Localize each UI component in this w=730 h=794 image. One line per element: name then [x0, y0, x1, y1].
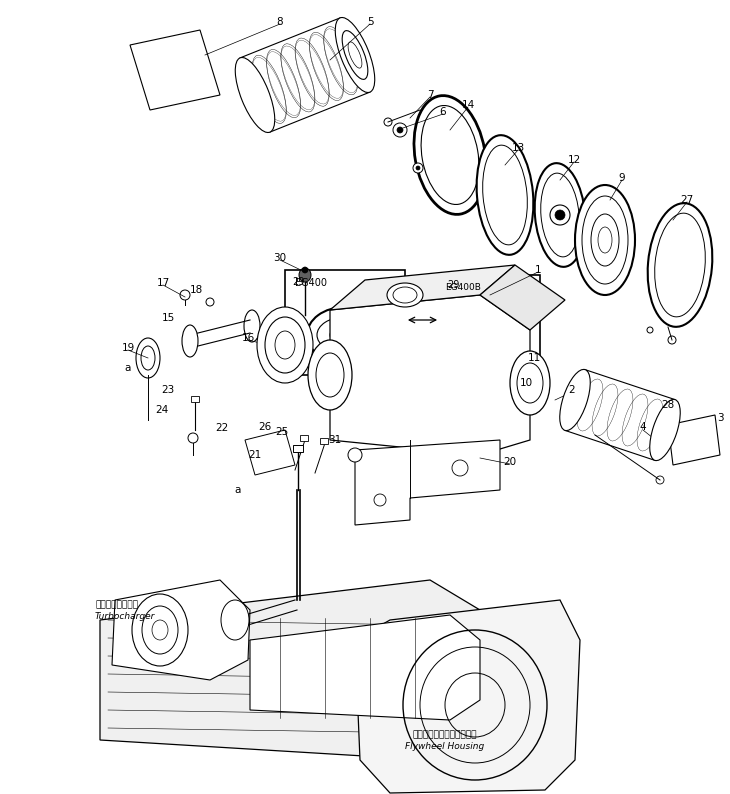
Bar: [293, 445, 303, 452]
Polygon shape: [330, 265, 515, 310]
Text: a: a: [235, 485, 241, 495]
Polygon shape: [355, 440, 500, 525]
Polygon shape: [100, 580, 480, 760]
Text: 20: 20: [504, 457, 517, 467]
Polygon shape: [250, 615, 480, 720]
Circle shape: [550, 205, 570, 225]
Circle shape: [653, 437, 663, 447]
Text: 3: 3: [717, 413, 723, 423]
Text: 25: 25: [275, 427, 288, 437]
Ellipse shape: [560, 369, 591, 430]
Ellipse shape: [307, 307, 383, 363]
Circle shape: [509, 384, 521, 396]
Text: 22: 22: [215, 423, 228, 433]
Polygon shape: [668, 415, 720, 465]
Bar: [191, 396, 199, 402]
Bar: [285, 270, 405, 375]
Text: EG400: EG400: [295, 278, 327, 288]
Bar: [300, 435, 308, 441]
Text: 18: 18: [189, 285, 203, 295]
Text: 27: 27: [680, 195, 694, 205]
Text: 29: 29: [447, 280, 459, 290]
Text: 13: 13: [512, 143, 525, 153]
Text: 8: 8: [277, 17, 283, 27]
Text: 9: 9: [619, 173, 626, 183]
Circle shape: [516, 368, 520, 372]
Text: a: a: [125, 363, 131, 373]
Text: 12: 12: [567, 155, 580, 165]
Circle shape: [180, 290, 190, 300]
Text: 26: 26: [258, 422, 272, 432]
Text: 6: 6: [439, 107, 446, 117]
Ellipse shape: [221, 600, 249, 640]
Ellipse shape: [481, 321, 499, 335]
Ellipse shape: [598, 227, 612, 253]
Text: 11: 11: [527, 353, 541, 363]
Circle shape: [514, 366, 522, 374]
Ellipse shape: [335, 17, 374, 93]
Circle shape: [416, 166, 420, 170]
Ellipse shape: [152, 620, 168, 640]
Text: 10: 10: [520, 378, 533, 388]
Ellipse shape: [464, 308, 516, 348]
Polygon shape: [355, 600, 580, 793]
Text: 30: 30: [274, 253, 287, 263]
Ellipse shape: [510, 351, 550, 415]
Ellipse shape: [132, 594, 188, 666]
Bar: [320, 438, 328, 444]
Ellipse shape: [235, 57, 274, 133]
Ellipse shape: [477, 135, 534, 255]
Bar: [440, 275, 540, 365]
Ellipse shape: [136, 338, 160, 378]
Text: Turbocharger: Turbocharger: [95, 612, 155, 621]
Circle shape: [393, 123, 407, 137]
Text: 23: 23: [161, 385, 174, 395]
Text: 28: 28: [661, 400, 675, 410]
Circle shape: [413, 163, 423, 173]
Ellipse shape: [299, 268, 311, 282]
Text: EG400B: EG400B: [445, 283, 481, 292]
Polygon shape: [330, 295, 530, 455]
Text: 17: 17: [156, 278, 169, 288]
Text: 21: 21: [248, 450, 261, 460]
Text: 16: 16: [242, 333, 255, 343]
Text: 4: 4: [639, 422, 646, 432]
Text: Flywheel Housing: Flywheel Housing: [405, 742, 485, 751]
Text: ターボチャージャ: ターボチャージャ: [95, 600, 138, 609]
Text: 15: 15: [161, 313, 174, 323]
Text: 14: 14: [461, 100, 474, 110]
Ellipse shape: [575, 185, 635, 295]
Polygon shape: [130, 30, 220, 110]
Text: 7: 7: [427, 90, 434, 100]
Text: 19: 19: [121, 343, 134, 353]
Text: 29: 29: [292, 277, 304, 287]
Circle shape: [555, 210, 565, 220]
Ellipse shape: [650, 399, 680, 461]
Ellipse shape: [387, 283, 423, 307]
Ellipse shape: [648, 203, 712, 327]
Circle shape: [348, 448, 362, 462]
Circle shape: [302, 267, 308, 273]
Circle shape: [206, 298, 214, 306]
Text: フライホイールハウジング: フライホイールハウジング: [412, 730, 477, 739]
Circle shape: [188, 433, 198, 443]
Text: 1: 1: [534, 265, 542, 275]
Polygon shape: [112, 580, 250, 680]
Ellipse shape: [534, 163, 585, 267]
Circle shape: [397, 127, 403, 133]
Polygon shape: [245, 430, 295, 475]
Ellipse shape: [308, 340, 352, 410]
Ellipse shape: [330, 325, 360, 345]
Text: 31: 31: [328, 435, 342, 445]
Polygon shape: [480, 265, 565, 330]
Text: 5: 5: [366, 17, 373, 27]
Text: 24: 24: [155, 405, 169, 415]
Ellipse shape: [257, 307, 313, 383]
Ellipse shape: [182, 325, 198, 357]
Text: 2: 2: [569, 385, 575, 395]
